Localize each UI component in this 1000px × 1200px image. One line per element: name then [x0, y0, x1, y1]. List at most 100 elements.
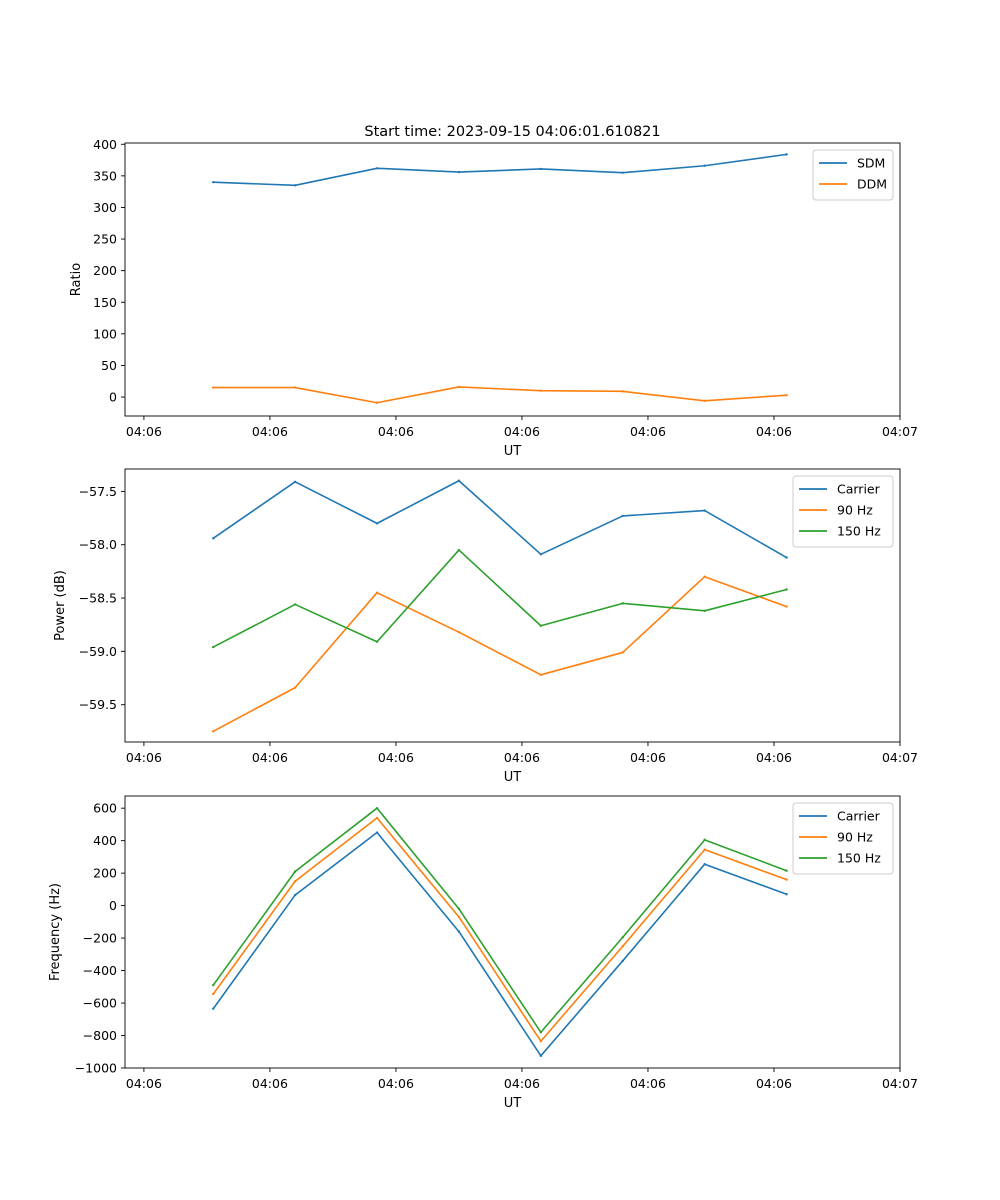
x-tick-label-power: 04:06: [252, 750, 288, 765]
data-point-ratio-0-2: [375, 167, 379, 170]
data-point-ratio-1-7: [785, 393, 788, 397]
x-tick-label-frequency: 04:06: [756, 1076, 792, 1091]
data-point-frequency-2-6: [703, 838, 706, 842]
y-tick-label-ratio: 400: [93, 137, 117, 152]
data-point-frequency-2-2: [375, 806, 379, 810]
legend-ratio: SDM DDM: [812, 149, 894, 201]
x-tick-label-power: 04:06: [630, 750, 666, 765]
data-point-power-0-3: [457, 479, 461, 482]
x-tick-label-power: 04:06: [378, 750, 414, 765]
y-tick-label-ratio: 50: [101, 358, 117, 373]
data-point-power-1-0: [212, 730, 215, 733]
x-tick-label-frequency: 04:06: [252, 1076, 288, 1091]
data-point-power-2-2: [375, 640, 379, 643]
axes-frame-ratio: [124, 142, 901, 417]
y-tick-label-power: −59.0: [79, 644, 117, 659]
data-point-ratio-1-4: [539, 389, 543, 392]
series-line-power-150-hz: [212, 549, 787, 648]
data-point-frequency-0-7: [785, 893, 788, 896]
legend-label-ratio-1: DDM: [857, 177, 887, 192]
legend-box-frequency: [792, 802, 894, 875]
data-point-power-0-7: [785, 556, 788, 559]
legend-label-power-0: Carrier: [837, 482, 881, 497]
legend-label-frequency-2: 150 Hz: [837, 851, 881, 866]
y-tick-label-power: −58.5: [79, 591, 117, 606]
y-axis-label-frequency: Frequency (Hz): [48, 883, 63, 981]
data-point-power-2-1: [293, 603, 297, 606]
chart-panel-power: 04:06 04:06 04:06 04:06 04:06 04:06 04:07 −59.5…: [53, 468, 918, 785]
data-point-ratio-0-6: [703, 164, 706, 167]
y-tick-label-frequency: −1000: [75, 1061, 117, 1076]
x-tick-label-power: 04:06: [504, 750, 540, 765]
y-tick-label-ratio: 150: [93, 295, 117, 310]
data-point-power-2-0: [212, 645, 215, 649]
data-point-ratio-0-0: [212, 180, 215, 184]
data-point-power-1-5: [621, 651, 624, 654]
x-tick-label-frequency: 04:06: [378, 1076, 414, 1091]
chart-panel-frequency: 04:06 04:06 04:06 04:06 04:06 04:06 04:07 −1000…: [48, 795, 918, 1111]
x-tick-label-ratio: 04:07: [882, 424, 918, 439]
axes-frame-power: [124, 468, 901, 743]
data-point-frequency-0-0: [212, 1007, 215, 1010]
y-tick-label-ratio: 200: [93, 263, 117, 278]
series-line-frequency-carrier: [212, 831, 787, 1057]
data-point-power-0-0: [212, 537, 215, 540]
y-tick-label-ratio: 100: [93, 326, 117, 341]
legend-label-ratio-0: SDM: [857, 156, 885, 171]
data-point-frequency-0-5: [621, 959, 624, 963]
data-point-ratio-0-5: [621, 171, 624, 174]
data-point-power-2-6: [703, 609, 706, 613]
data-point-power-1-6: [703, 575, 706, 578]
y-tick-label-frequency: 0: [109, 898, 117, 913]
data-point-power-0-6: [703, 509, 706, 512]
data-point-frequency-1-5: [621, 945, 624, 948]
data-point-frequency-2-5: [621, 936, 624, 939]
y-tick-label-ratio: 0: [109, 390, 117, 405]
y-tick-label-frequency: −600: [83, 996, 117, 1011]
y-tick-label-power: −57.5: [79, 484, 117, 499]
y-tick-label-frequency: −800: [83, 1028, 117, 1043]
y-tick-label-frequency: −400: [83, 963, 117, 978]
x-axis-label-frequency: UT: [504, 1096, 522, 1111]
series-line-frequency-90-hz: [212, 817, 787, 1043]
legend-power: Carrier 90 Hz 150 Hz: [792, 475, 894, 548]
x-tick-label-power: 04:06: [756, 750, 792, 765]
data-point-power-1-2: [375, 591, 379, 594]
series-line-ratio-sdm: [213, 153, 787, 187]
data-point-frequency-1-3: [457, 915, 461, 919]
data-point-ratio-1-3: [457, 385, 461, 389]
x-axis-label-power: UT: [504, 770, 522, 785]
x-tick-label-ratio: 04:06: [126, 424, 162, 439]
data-point-ratio-1-2: [375, 401, 379, 404]
y-tick-label-frequency: −200: [83, 931, 117, 946]
data-point-frequency-2-0: [212, 983, 215, 987]
data-point-ratio-1-1: [293, 386, 297, 389]
y-tick-label-ratio: 350: [93, 168, 117, 183]
data-point-power-2-7: [785, 588, 788, 591]
data-point-frequency-1-0: [212, 992, 215, 996]
data-point-frequency-1-7: [785, 878, 788, 881]
data-point-power-0-1: [293, 480, 297, 483]
axes-frame-frequency: [124, 795, 901, 1069]
data-point-frequency-0-1: [293, 893, 297, 897]
x-tick-label-power: 04:07: [882, 750, 918, 765]
y-axis-label-power: Power (dB): [53, 570, 68, 641]
legend-label-frequency-1: 90 Hz: [837, 830, 873, 845]
series-line-ratio-ddm: [213, 386, 787, 404]
x-tick-label-ratio: 04:06: [252, 424, 288, 439]
y-tick-label-frequency: 600: [93, 801, 117, 816]
x-tick-label-frequency: 04:06: [126, 1076, 162, 1091]
data-point-frequency-1-6: [703, 848, 706, 851]
data-point-power-2-5: [621, 602, 624, 605]
data-point-frequency-0-2: [375, 831, 379, 834]
series-line-power-90-hz: [212, 575, 787, 733]
data-point-ratio-1-6: [703, 399, 706, 403]
data-point-frequency-1-2: [375, 816, 379, 820]
data-point-ratio-0-7: [785, 153, 788, 156]
x-tick-label-ratio: 04:06: [630, 424, 666, 439]
legend-label-power-1: 90 Hz: [837, 503, 873, 518]
legend-frequency: Carrier 90 Hz 150 Hz: [792, 802, 894, 875]
series-line-power-carrier: [212, 479, 787, 559]
y-tick-label-power: −58.0: [79, 537, 117, 552]
